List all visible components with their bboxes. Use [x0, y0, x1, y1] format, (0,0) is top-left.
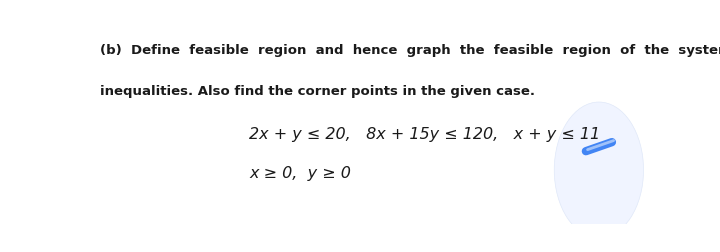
Text: x ≥ 0,  y ≥ 0: x ≥ 0, y ≥ 0	[249, 166, 351, 181]
Text: 2x + y ≤ 20,   8x + 15y ≤ 120,   x + y ≤ 11: 2x + y ≤ 20, 8x + 15y ≤ 120, x + y ≤ 11	[249, 127, 600, 142]
Text: (b)  Define  feasible  region  and  hence  graph  the  feasible  region  of  the: (b) Define feasible region and hence gra…	[100, 44, 720, 57]
Text: inequalities. Also find the corner points in the given case.: inequalities. Also find the corner point…	[100, 85, 535, 98]
Ellipse shape	[554, 102, 644, 238]
